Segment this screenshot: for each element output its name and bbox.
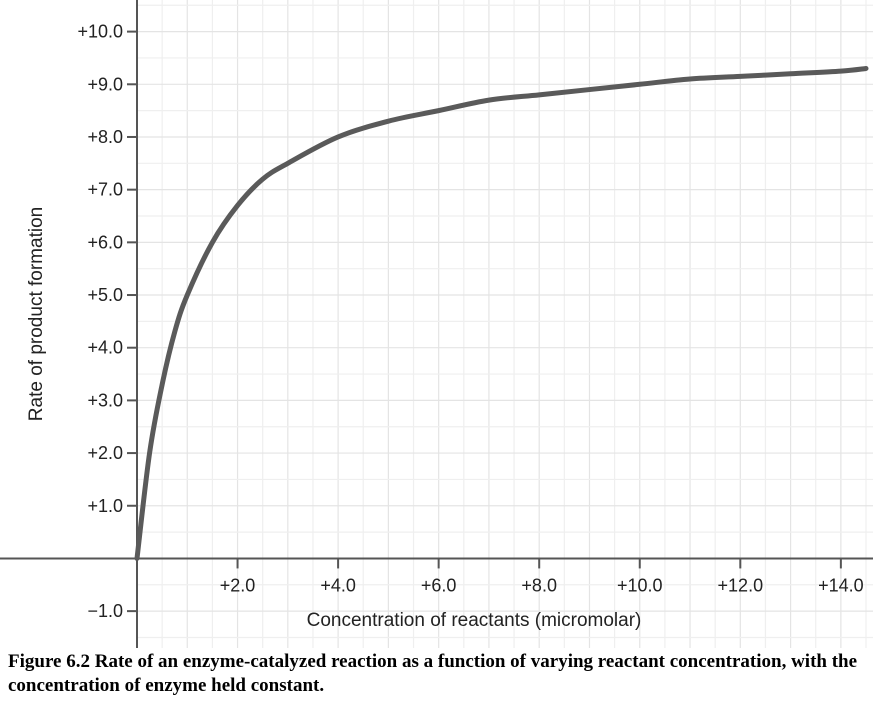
y-tick-label: +2.0 <box>87 443 123 463</box>
x-tick-label: +6.0 <box>421 575 457 595</box>
y-tick-label: +8.0 <box>87 127 123 147</box>
tick-labels: +2.0 +4.0 +6.0 +8.0 +10.0 +12.0 +14.0 +10.0 +9.0… <box>77 22 863 622</box>
y-tick-label: +3.0 <box>87 390 123 410</box>
y-tick-label: −1.0 <box>87 601 123 621</box>
x-tick-label: +12.0 <box>718 575 764 595</box>
x-tick-label: +14.0 <box>818 575 864 595</box>
chart: +2.0 +4.0 +6.0 +8.0 +10.0 +12.0 +14.0 +10.0 +9.0… <box>0 0 873 648</box>
y-axis-title: Rate of product formation <box>26 207 47 421</box>
x-axis-title: Concentration of reactants (micromolar) <box>307 610 642 631</box>
x-tick-label: +2.0 <box>220 575 256 595</box>
y-tick-label: +9.0 <box>87 74 123 94</box>
y-tick-label: +7.0 <box>87 180 123 200</box>
x-tick-label: +10.0 <box>617 575 663 595</box>
figure-caption: Figure 6.2 Rate of an enzyme-catalyzed r… <box>8 651 858 696</box>
grid <box>137 0 873 648</box>
series-layer <box>134 65 869 561</box>
y-tick-label: +10.0 <box>77 22 123 42</box>
x-tick-label: +4.0 <box>320 575 356 595</box>
chart-svg: +2.0 +4.0 +6.0 +8.0 +10.0 +12.0 +14.0 +10.0 +9.0… <box>0 0 873 648</box>
y-tick-label: +5.0 <box>87 285 123 305</box>
axes <box>0 0 873 648</box>
y-tick-label: +1.0 <box>87 496 123 516</box>
y-tick-label: +4.0 <box>87 338 123 358</box>
series-line <box>134 65 869 561</box>
x-tick-label: +8.0 <box>521 575 557 595</box>
y-tick-label: +6.0 <box>87 232 123 252</box>
